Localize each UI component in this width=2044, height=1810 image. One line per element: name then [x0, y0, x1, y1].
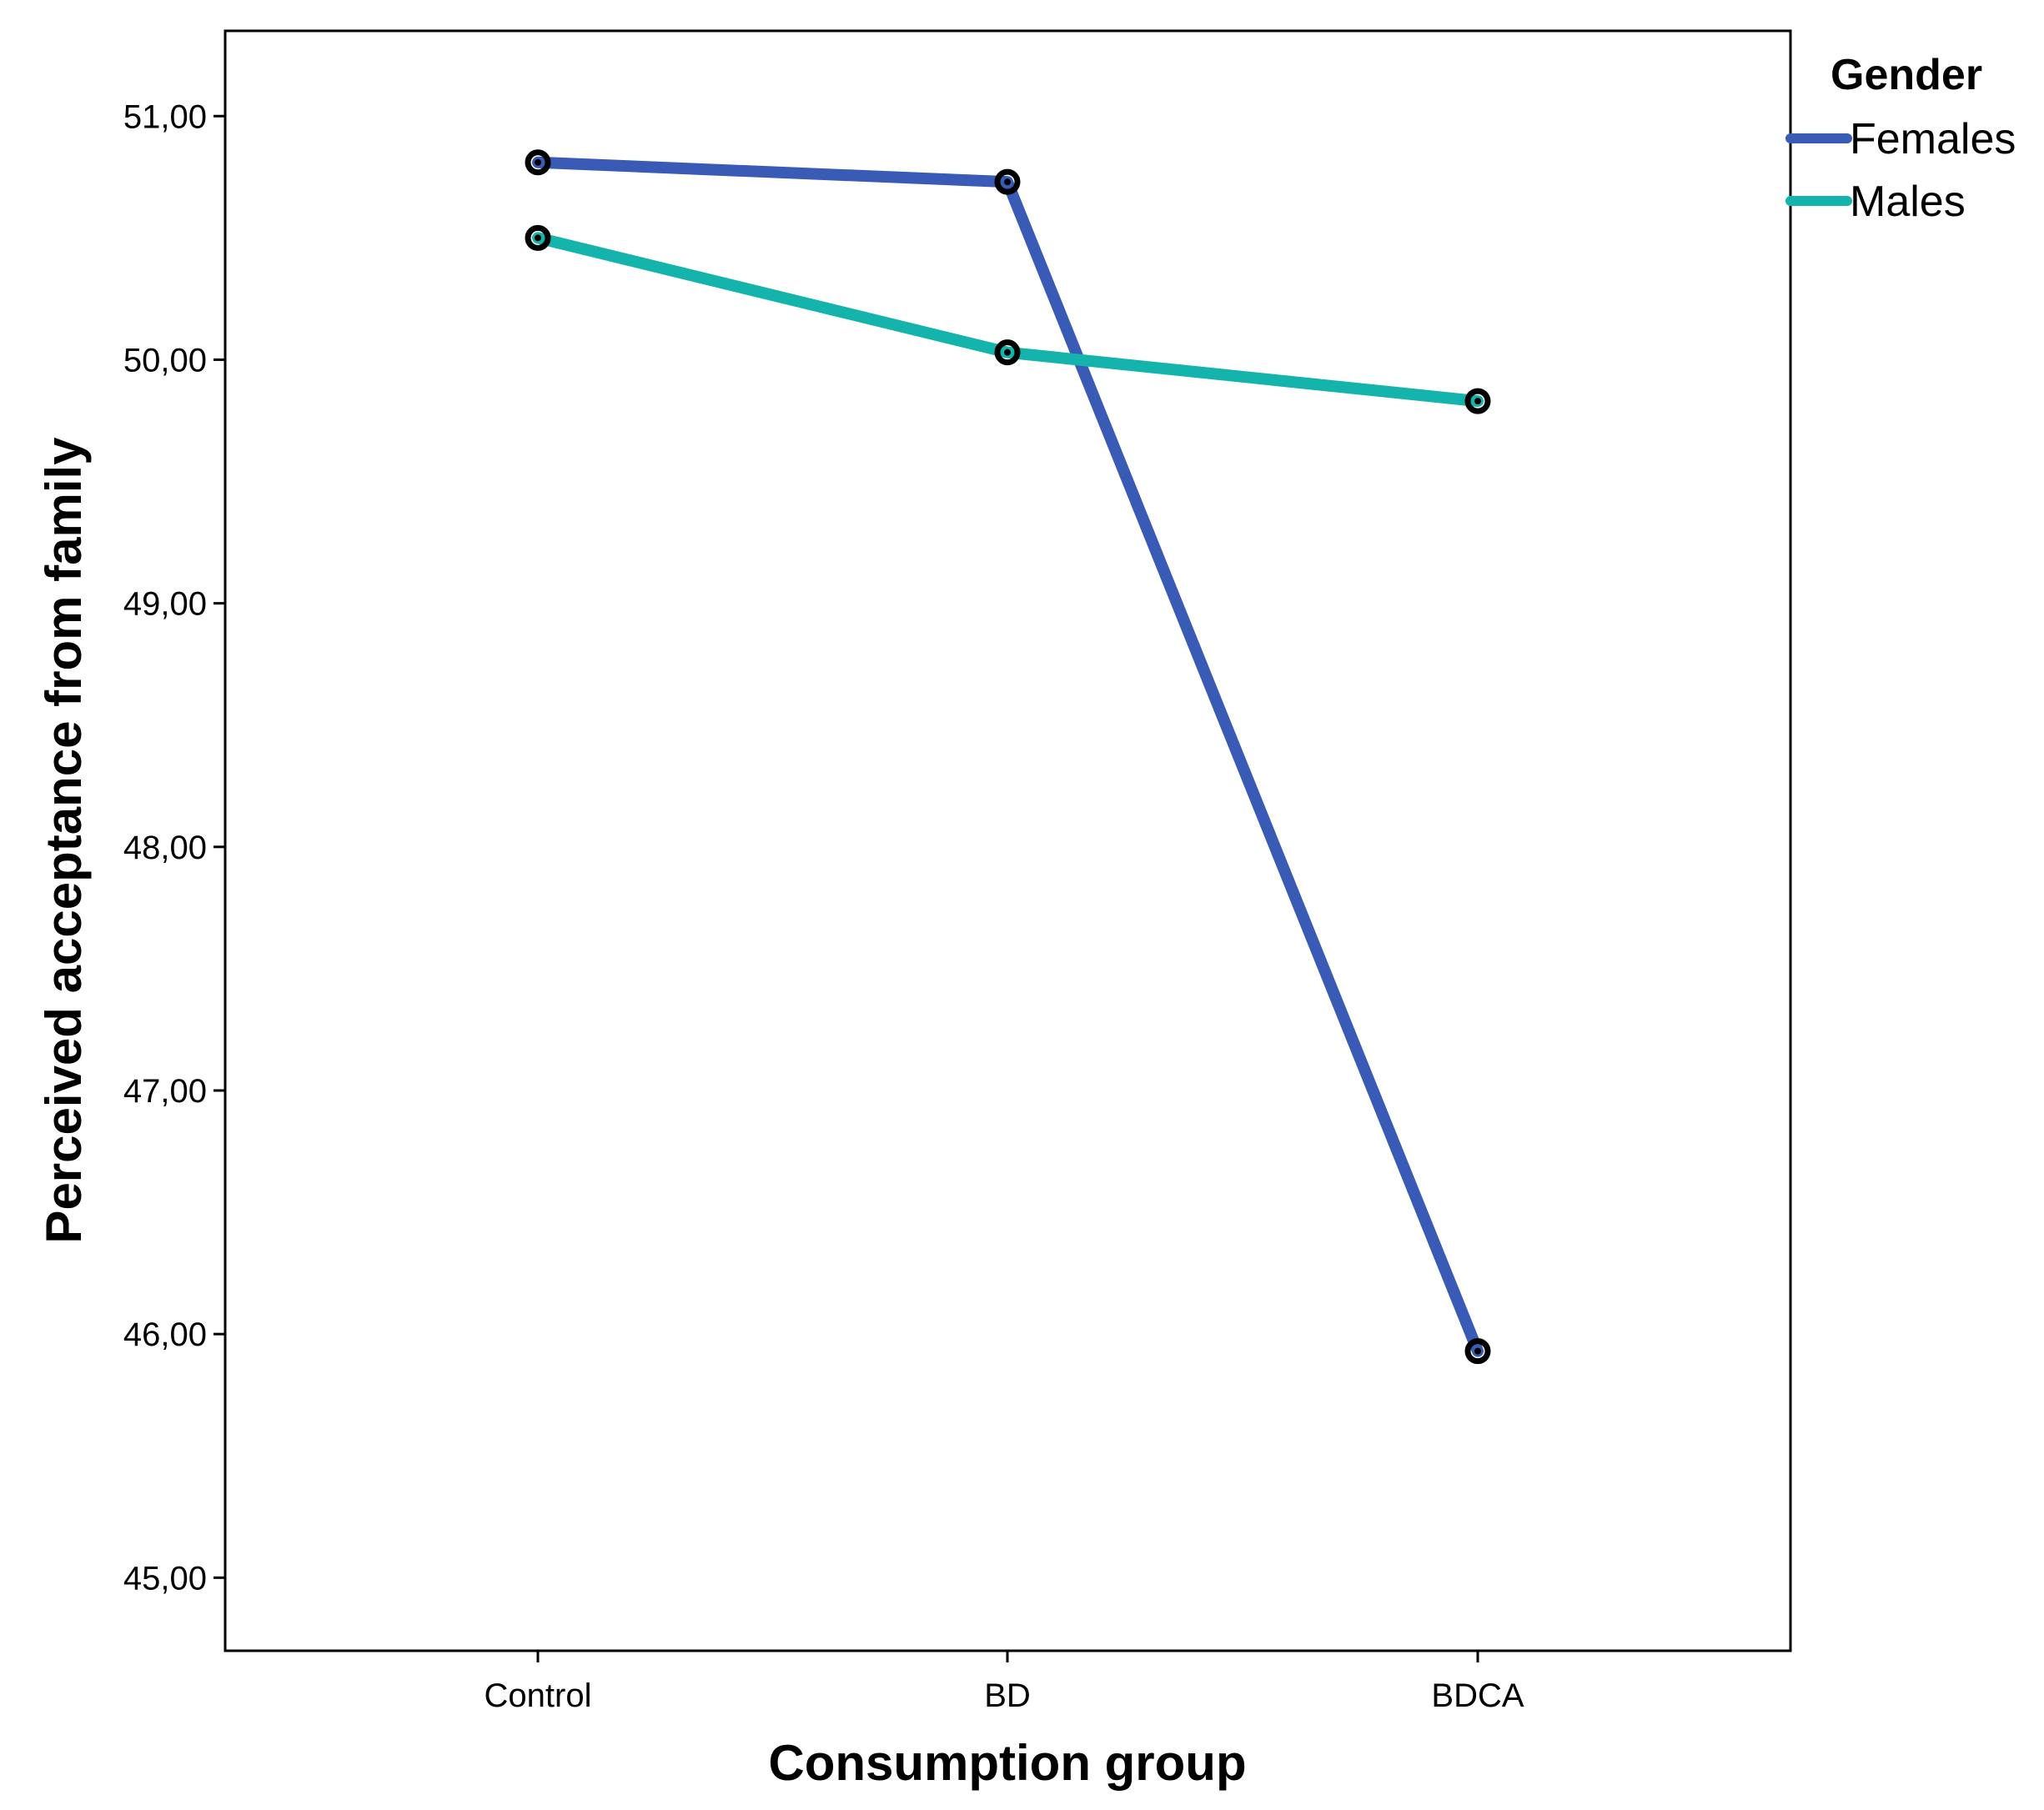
data-point-center: [535, 158, 541, 166]
data-point-females: [1464, 1338, 1491, 1365]
data-point-center: [1004, 178, 1011, 186]
legend: Gender Females Males: [1785, 51, 2016, 226]
y-axis-title: Perceived acceptance from family: [36, 437, 92, 1244]
data-point-females: [994, 168, 1021, 195]
y-tick-label: 46,00: [123, 1316, 207, 1353]
data-point-males: [994, 339, 1021, 366]
x-axis-title: Consumption group: [768, 1735, 1246, 1791]
data-point-center: [1004, 348, 1011, 356]
data-point-males: [525, 224, 551, 251]
plot-area: [223, 29, 1792, 1652]
data-point-males: [1464, 388, 1491, 414]
legend-title: Gender: [1831, 51, 1982, 99]
legend-label-males: Males: [1850, 178, 1966, 226]
data-markers: [525, 149, 1491, 1365]
legend-label-females: Females: [1850, 115, 2016, 163]
y-tick-label: 50,00: [123, 342, 207, 379]
y-tick-label: 49,00: [123, 586, 207, 623]
data-point-females: [525, 149, 551, 176]
y-tick-label: 48,00: [123, 830, 207, 866]
data-point-center: [1474, 398, 1481, 405]
data-point-center: [535, 234, 541, 242]
x-tick-label: Control: [485, 1677, 592, 1714]
x-axis: Control BD BDCA: [485, 1651, 1524, 1714]
x-tick-label: BD: [984, 1677, 1031, 1714]
y-tick-label: 47,00: [123, 1073, 207, 1110]
y-axis: 45,00 46,00 47,00 48,00 49,00 50,00 51,00: [123, 98, 225, 1597]
y-tick-label: 51,00: [123, 98, 207, 135]
x-tick-label: BDCA: [1431, 1677, 1524, 1714]
data-point-center: [1474, 1347, 1481, 1355]
y-tick-label: 45,00: [123, 1560, 207, 1597]
